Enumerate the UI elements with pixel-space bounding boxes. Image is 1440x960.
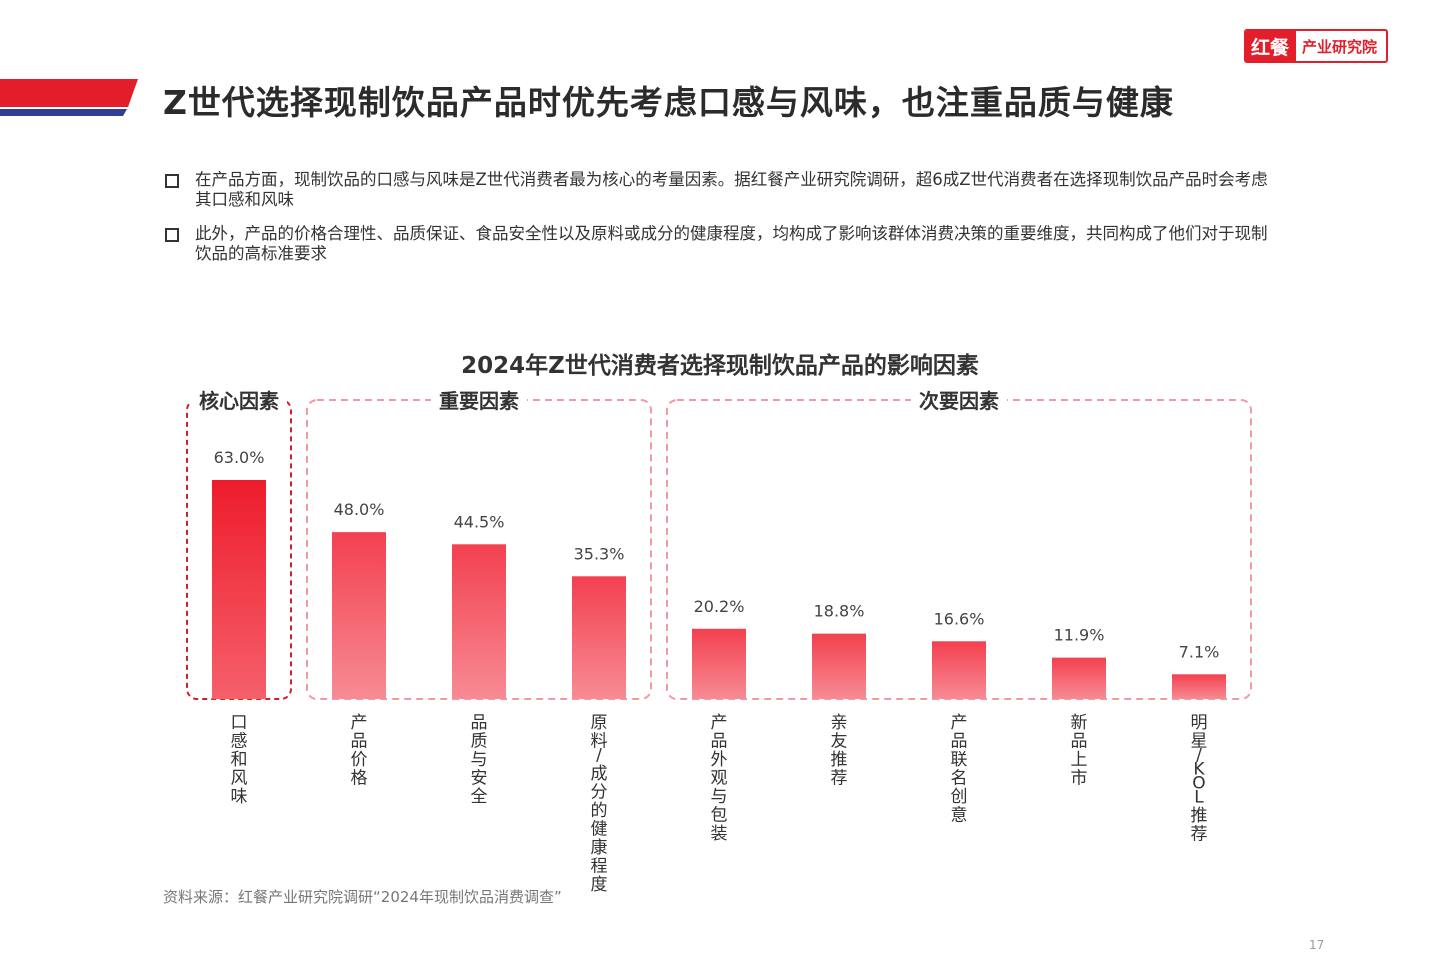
data-label: 20.2% — [694, 597, 745, 616]
category-label: 产品外观与包装 — [711, 713, 728, 844]
group-label-bg — [191, 388, 287, 412]
category-label: 原料/成分的健康程度 — [591, 713, 608, 895]
bar — [332, 532, 386, 699]
header-stripe-red — [0, 79, 138, 107]
bar — [452, 544, 506, 699]
bar — [1052, 657, 1106, 699]
category-label: 品质与安全 — [471, 713, 488, 807]
data-label: 35.3% — [574, 544, 625, 563]
bullet-list: 在产品方面，现制饮品的口感与风味是Z世代消费者最为核心的考量因素。据红餐产业研究… — [163, 170, 1283, 278]
data-label: 44.5% — [454, 512, 505, 531]
data-label: 18.8% — [814, 602, 865, 621]
data-label: 63.0% — [214, 448, 265, 467]
bullet-text: 在产品方面，现制饮品的口感与风味是Z世代消费者最为核心的考量因素。据红餐产业研究… — [195, 170, 1268, 209]
page-number: 17 — [1309, 938, 1325, 952]
group-label: 次要因素 — [919, 389, 999, 413]
bar — [692, 628, 746, 699]
bullet-square-icon — [165, 228, 179, 242]
chart-title: 2024年Z世代消费者选择现制饮品产品的影响因素 — [461, 353, 979, 379]
data-label: 16.6% — [934, 609, 985, 628]
group-label-bg — [911, 388, 1007, 412]
category-label: 新品上市 — [1071, 713, 1088, 789]
bullet-text: 此外，产品的价格合理性、品质保证、食品安全性以及原料或成分的健康程度，均构成了影… — [195, 224, 1268, 263]
bullet-square-icon — [165, 174, 179, 188]
bullet-item: 此外，产品的价格合理性、品质保证、食品安全性以及原料或成分的健康程度，均构成了影… — [163, 224, 1283, 264]
source-note: 资料来源：红餐产业研究院调研“2024年现制饮品消费调查” — [163, 888, 562, 906]
category-label: 产品价格 — [351, 713, 368, 789]
bar — [932, 641, 986, 699]
group-label: 重要因素 — [439, 389, 519, 413]
category-label: 明星/K O L 推荐 — [1191, 713, 1208, 845]
page-title: Z世代选择现制饮品产品时优先考虑口感与风味，也注重品质与健康 — [163, 83, 1174, 122]
bar — [212, 480, 266, 699]
category-label: 口感和风味 — [231, 713, 248, 807]
category-label: 产品联名创意 — [951, 713, 968, 826]
bullet-item: 在产品方面，现制饮品的口感与风味是Z世代消费者最为核心的考量因素。据红餐产业研究… — [163, 170, 1283, 210]
logo-org: 产业研究院 — [1302, 37, 1378, 56]
data-label: 7.1% — [1179, 642, 1220, 661]
header-stripe — [0, 79, 138, 116]
category-label: 亲友推荐 — [831, 713, 848, 789]
bar — [1172, 674, 1226, 699]
header-stripe-navy — [0, 109, 127, 116]
brand-logo: 红餐 产业研究院 — [1244, 29, 1388, 63]
bar — [812, 633, 866, 699]
logo-brand: 红餐 — [1246, 31, 1297, 61]
data-label: 11.9% — [1054, 626, 1105, 645]
group-label-bg — [431, 388, 527, 412]
group-label: 核心因素 — [199, 389, 279, 413]
data-label: 48.0% — [334, 500, 385, 519]
bar — [572, 576, 626, 699]
